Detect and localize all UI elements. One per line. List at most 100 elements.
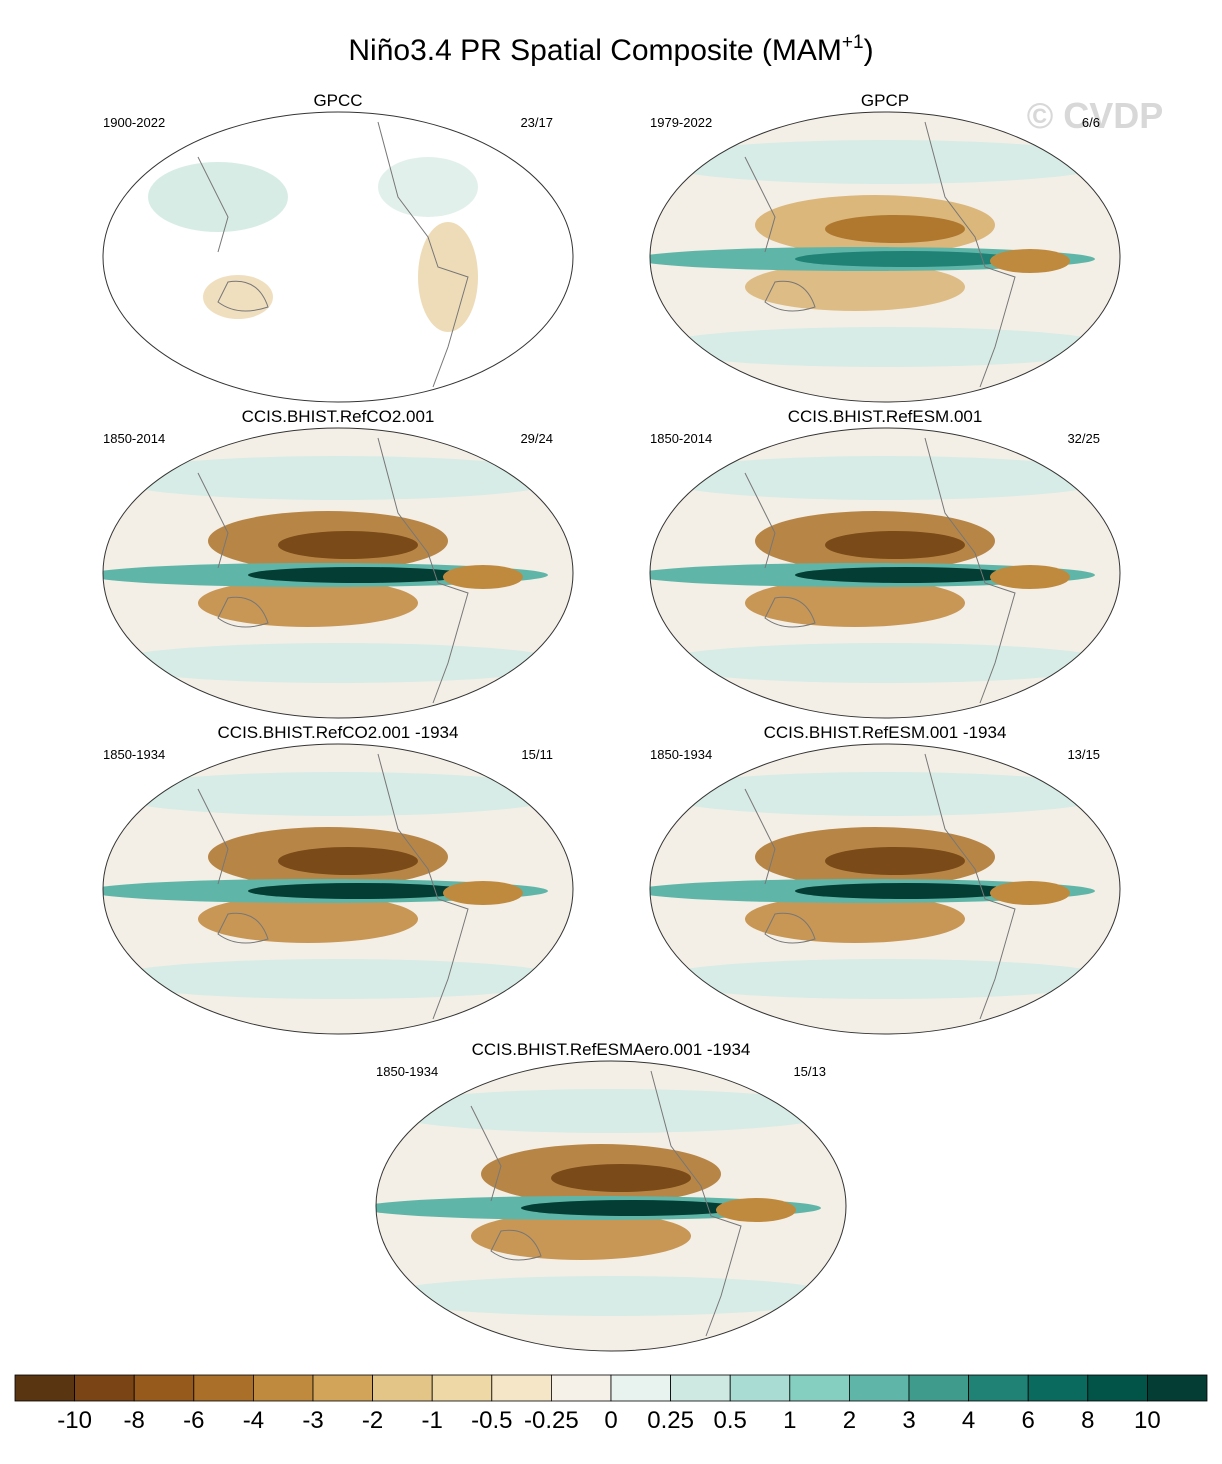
map bbox=[650, 428, 1120, 718]
dry-north-core bbox=[278, 847, 418, 875]
panel-years: 1850-1934 bbox=[103, 747, 165, 762]
coastline bbox=[197, 788, 269, 944]
high-lat-band bbox=[108, 456, 568, 500]
panel-title: CCIS.BHIST.RefCO2.001 bbox=[242, 407, 435, 426]
coastline bbox=[197, 472, 269, 628]
high-lat-band bbox=[655, 140, 1115, 184]
panel-years: 1850-2014 bbox=[103, 431, 165, 446]
colorbar-swatch bbox=[610, 1374, 671, 1402]
map-border bbox=[102, 427, 574, 719]
colorbar-swatch bbox=[729, 1374, 791, 1402]
title-superscript: +1 bbox=[842, 32, 864, 53]
coastline bbox=[924, 121, 1016, 388]
panel-years: 1900-2022 bbox=[103, 115, 165, 130]
colorbar-tick-label: 4 bbox=[962, 1407, 975, 1434]
panel-title: CCIS.BHIST.RefESM.001 bbox=[788, 407, 983, 426]
colorbar-swatch bbox=[133, 1374, 195, 1402]
colorbar-swatch bbox=[193, 1374, 254, 1402]
panel-title: GPCC bbox=[313, 91, 362, 110]
dry-south bbox=[745, 263, 965, 311]
coastline bbox=[924, 753, 1016, 1020]
colorbar-tick-label: -3 bbox=[302, 1407, 323, 1434]
panel-count: 29/24 bbox=[520, 431, 553, 446]
map bbox=[376, 1061, 846, 1351]
map-border bbox=[375, 1060, 847, 1352]
panel-title: GPCP bbox=[861, 91, 909, 110]
high-lat-band bbox=[381, 1276, 841, 1316]
coastline bbox=[377, 121, 469, 388]
colorbar-swatch bbox=[968, 1374, 1029, 1402]
colorbar-tick-label: -6 bbox=[183, 1407, 204, 1434]
colorbar-swatch bbox=[312, 1374, 373, 1402]
colorbar-tick-label: 0.25 bbox=[647, 1407, 694, 1434]
colorbar-tick-label: 6 bbox=[1022, 1407, 1035, 1434]
coastline bbox=[744, 788, 816, 944]
panel-title: CCIS.BHIST.RefESMAero.001 -1934 bbox=[472, 1040, 751, 1059]
dry-north-core bbox=[825, 847, 965, 875]
map bbox=[103, 428, 573, 718]
dry-north-core bbox=[278, 531, 418, 559]
land-anomaly bbox=[378, 157, 478, 217]
map-background bbox=[103, 112, 573, 402]
title-end: ) bbox=[864, 34, 874, 67]
coastline bbox=[377, 753, 469, 1020]
high-lat-band bbox=[655, 456, 1115, 500]
colorbar-tick-label: -1 bbox=[422, 1407, 443, 1434]
map bbox=[103, 112, 573, 402]
colorbar-tick-label: -4 bbox=[243, 1407, 264, 1434]
colorbar-tick-label: 3 bbox=[902, 1407, 915, 1434]
high-lat-band bbox=[655, 327, 1115, 367]
coastline bbox=[744, 156, 816, 312]
wet-equator-core bbox=[795, 883, 1015, 899]
panel-years: 1850-1934 bbox=[650, 747, 712, 762]
dry-south bbox=[745, 579, 965, 627]
dry-south bbox=[471, 1212, 691, 1260]
panel-years: 1979-2022 bbox=[650, 115, 712, 130]
colorbar-tick-label: 1 bbox=[783, 1407, 796, 1434]
dry-south bbox=[198, 895, 418, 943]
panel-years: 1850-2014 bbox=[650, 431, 712, 446]
title-main: Niño3.4 PR Spatial Composite (MAM bbox=[348, 34, 842, 67]
atlantic-dry bbox=[716, 1198, 796, 1222]
atlantic-dry bbox=[990, 249, 1070, 273]
panel-count: 15/13 bbox=[793, 1064, 826, 1079]
coastline bbox=[197, 156, 269, 312]
high-lat-band bbox=[655, 772, 1115, 816]
map-border bbox=[649, 743, 1121, 1035]
land-anomaly bbox=[203, 275, 273, 319]
colorbar-tick-label: -2 bbox=[362, 1407, 383, 1434]
panel-count: 13/15 bbox=[1067, 747, 1100, 762]
coastline bbox=[470, 1105, 542, 1261]
colorbar-swatch bbox=[372, 1374, 433, 1402]
colorbar-swatch bbox=[14, 1374, 75, 1402]
atlantic-dry bbox=[443, 881, 523, 905]
dry-north-core bbox=[825, 531, 965, 559]
colorbar-swatch bbox=[1027, 1374, 1089, 1402]
coastline bbox=[377, 437, 469, 704]
map-border bbox=[102, 743, 574, 1035]
colorbar-swatch bbox=[551, 1374, 612, 1402]
colorbar-tick-label: 0 bbox=[604, 1407, 617, 1434]
wet-equator-core bbox=[795, 567, 1015, 583]
panel-years: 1850-1934 bbox=[376, 1064, 438, 1079]
panel-count: 15/11 bbox=[521, 747, 553, 762]
atlantic-dry bbox=[990, 565, 1070, 589]
colorbar-tick-label: -8 bbox=[124, 1407, 145, 1434]
wet-equator-core bbox=[795, 251, 1015, 267]
dry-north-core bbox=[825, 215, 965, 243]
coastline bbox=[924, 437, 1016, 704]
high-lat-band bbox=[381, 1089, 841, 1133]
colorbar-swatch bbox=[670, 1374, 731, 1402]
colorbar-tick-label: -0.5 bbox=[471, 1407, 512, 1434]
map-border bbox=[102, 111, 574, 403]
panel-title: CCIS.BHIST.RefESM.001 -1934 bbox=[764, 723, 1007, 742]
wet-equator-core bbox=[521, 1200, 741, 1216]
colorbar-swatch bbox=[431, 1374, 493, 1402]
colorbar-swatch bbox=[849, 1374, 910, 1402]
map-border bbox=[649, 427, 1121, 719]
panel-count: 6/6 bbox=[1082, 115, 1100, 130]
colorbar-tick-label: 2 bbox=[843, 1407, 856, 1434]
colorbar-tick-label: -10 bbox=[57, 1407, 92, 1434]
colorbar-swatch bbox=[1087, 1374, 1148, 1402]
wet-equator-core bbox=[248, 883, 468, 899]
